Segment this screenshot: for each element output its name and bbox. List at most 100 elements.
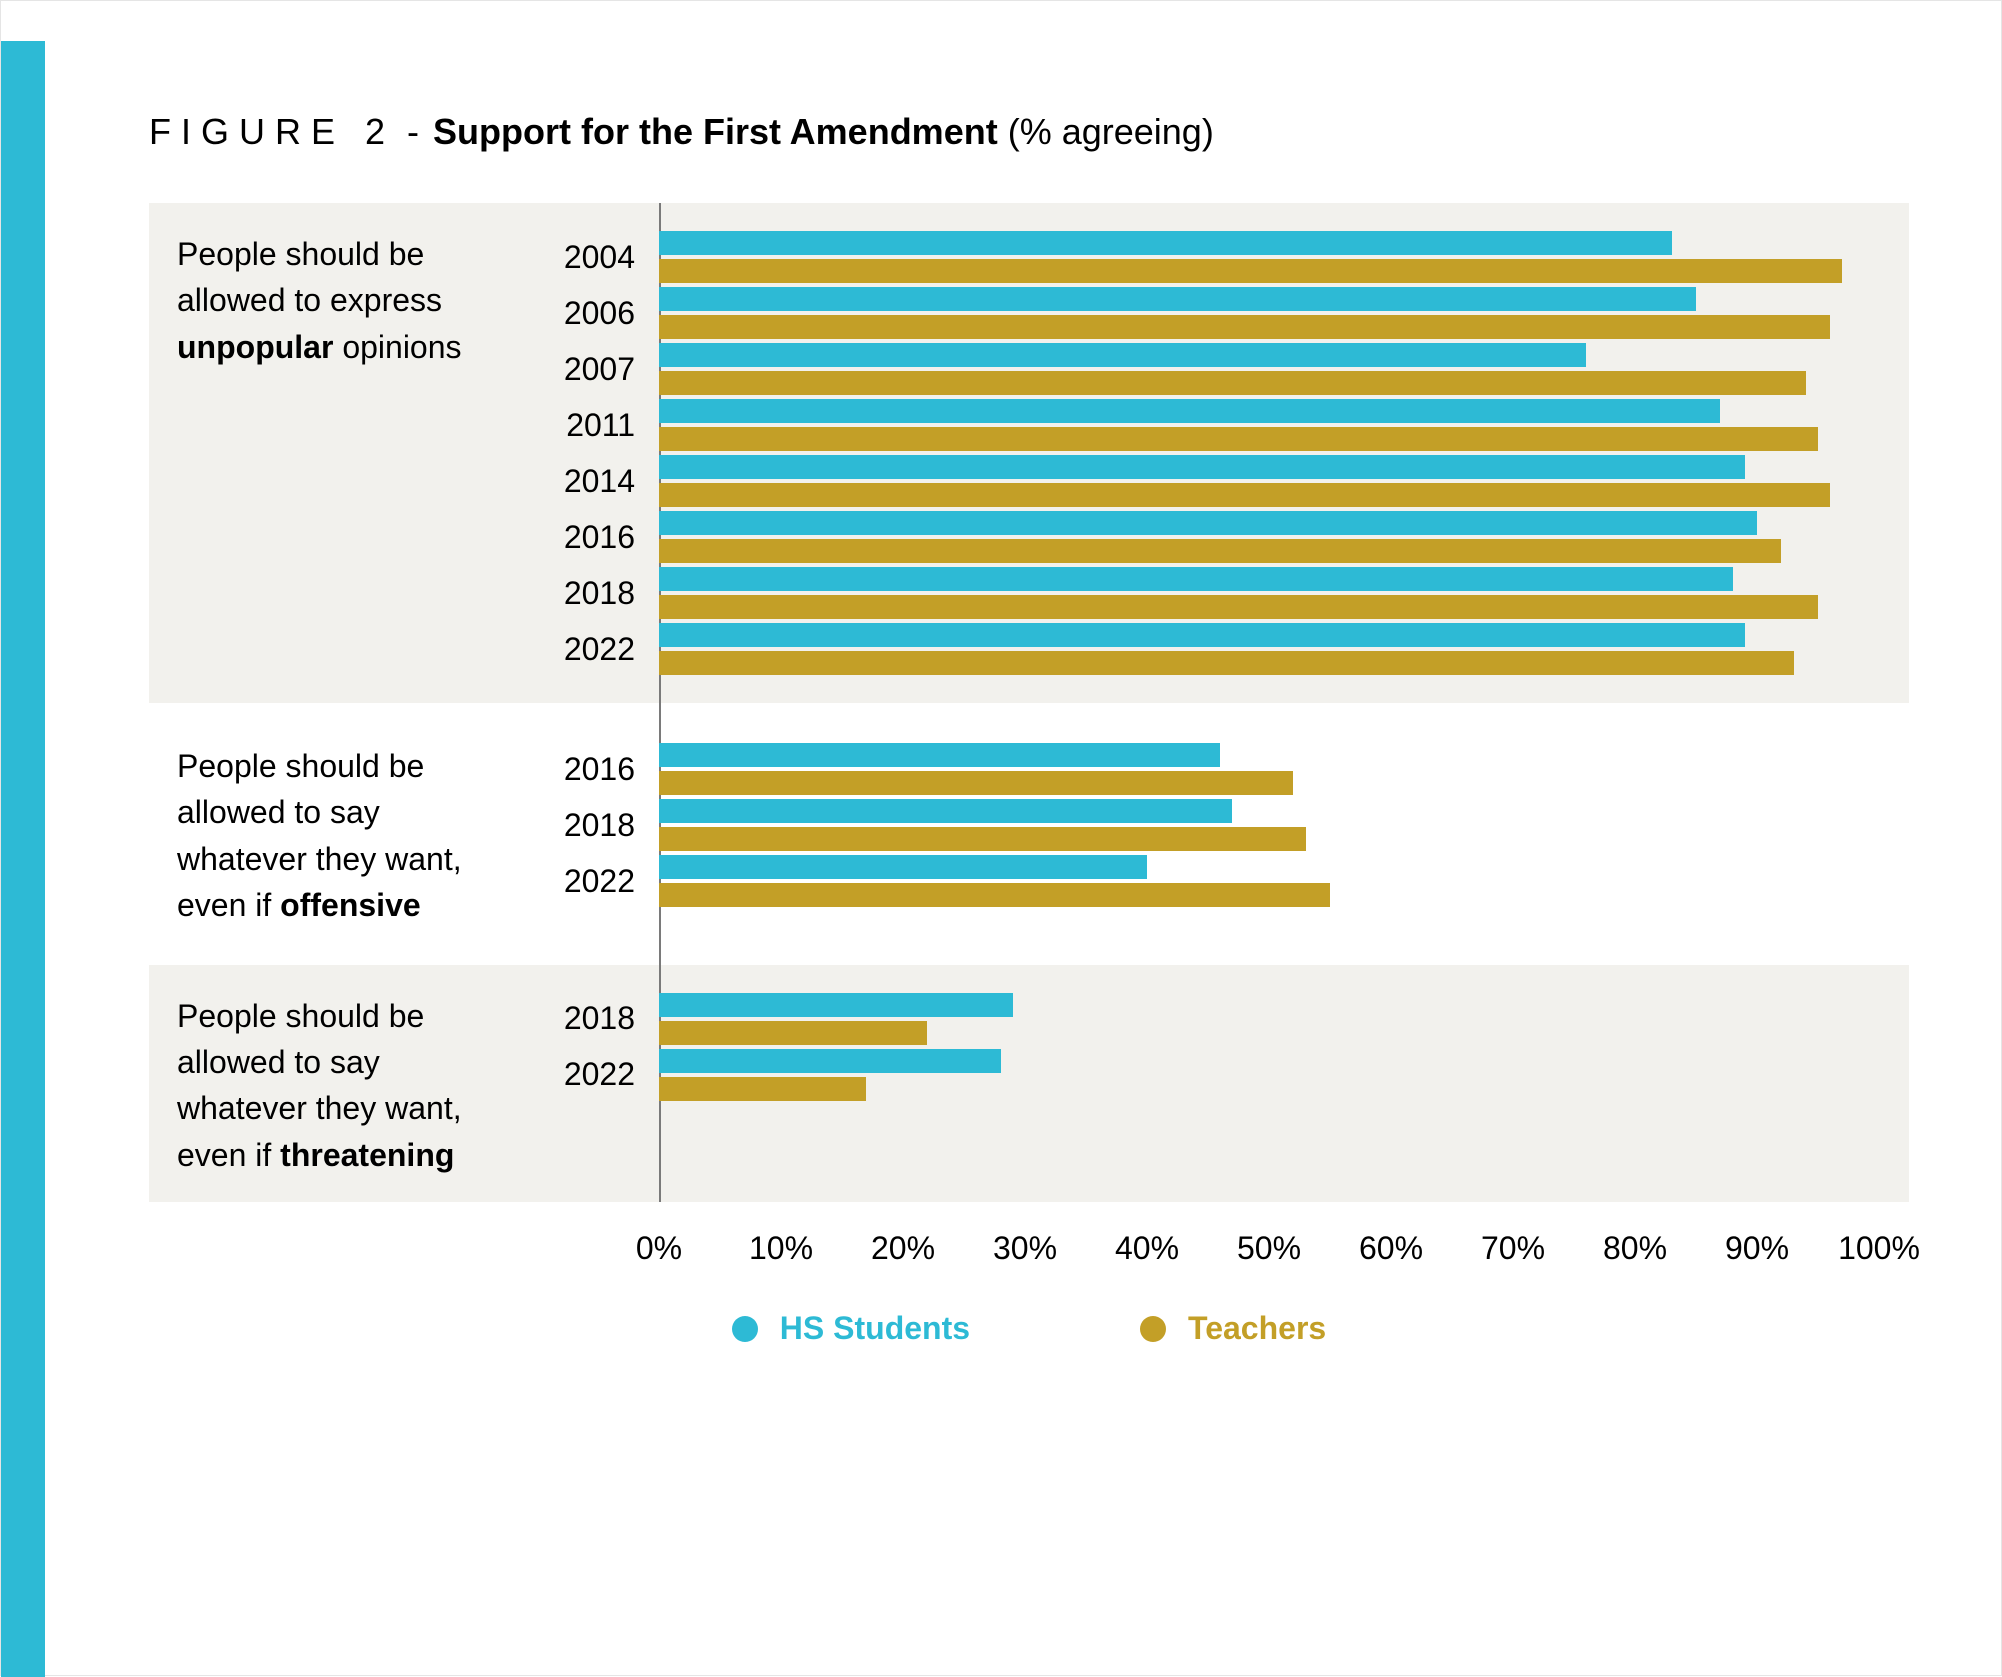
- bar-pair: [659, 855, 1879, 907]
- group-label-bold: offensive: [280, 887, 420, 923]
- year-row: 2014: [529, 455, 1909, 507]
- year-label: 2011: [529, 407, 659, 444]
- x-tick: 0%: [636, 1230, 682, 1267]
- year-label: 2022: [529, 863, 659, 900]
- bar-pair: [659, 231, 1879, 283]
- bar-students: [659, 623, 1745, 647]
- bar-teachers: [659, 427, 1818, 451]
- bar-students: [659, 743, 1220, 767]
- year-row: 2018: [529, 993, 1909, 1045]
- group-label-pre: People should be allowed to express: [177, 236, 442, 318]
- year-row: 2006: [529, 287, 1909, 339]
- bar-students: [659, 287, 1696, 311]
- bars-column: 2016 2018 2022: [529, 743, 1909, 929]
- year-row: 2007: [529, 343, 1909, 395]
- year-label: 2018: [529, 1000, 659, 1037]
- bar-teachers: [659, 371, 1806, 395]
- x-tick: 50%: [1237, 1230, 1301, 1267]
- year-label: 2007: [529, 351, 659, 388]
- bar-teachers: [659, 827, 1306, 851]
- bar-students: [659, 399, 1720, 423]
- legend-swatch: [732, 1316, 758, 1342]
- x-tick: 30%: [993, 1230, 1057, 1267]
- bar-students: [659, 993, 1013, 1017]
- chart-group: People should be allowed to say whatever…: [149, 715, 1909, 953]
- x-tick: 20%: [871, 1230, 935, 1267]
- legend-item-students: HS Students: [732, 1310, 970, 1347]
- x-tick: 90%: [1725, 1230, 1789, 1267]
- bar-pair: [659, 623, 1879, 675]
- year-label: 2022: [529, 631, 659, 668]
- year-row: 2016: [529, 511, 1909, 563]
- groups-container: People should be allowed to express unpo…: [149, 203, 1909, 1202]
- year-label: 2014: [529, 463, 659, 500]
- x-axis-spacer: [149, 1230, 659, 1270]
- year-label: 2022: [529, 1056, 659, 1093]
- bar-students: [659, 567, 1733, 591]
- year-label: 2018: [529, 807, 659, 844]
- year-row: 2004: [529, 231, 1909, 283]
- bar-pair: [659, 455, 1879, 507]
- figure-dash: -: [395, 111, 433, 152]
- bar-students: [659, 511, 1757, 535]
- x-tick: 70%: [1481, 1230, 1545, 1267]
- bar-teachers: [659, 1021, 927, 1045]
- x-tick: 80%: [1603, 1230, 1667, 1267]
- year-row: 2022: [529, 623, 1909, 675]
- bar-pair: [659, 799, 1879, 851]
- bar-teachers: [659, 1077, 866, 1101]
- bar-teachers: [659, 259, 1842, 283]
- x-tick: 60%: [1359, 1230, 1423, 1267]
- year-row: 2011: [529, 399, 1909, 451]
- bar-pair: [659, 567, 1879, 619]
- year-row: 2018: [529, 799, 1909, 851]
- bar-pair: [659, 343, 1879, 395]
- year-label: 2016: [529, 751, 659, 788]
- x-tick: 40%: [1115, 1230, 1179, 1267]
- legend-item-teachers: Teachers: [1140, 1310, 1326, 1347]
- bar-students: [659, 855, 1147, 879]
- figure-title: FIGURE 2 - Support for the First Amendme…: [149, 111, 1941, 153]
- bar-students: [659, 231, 1672, 255]
- year-row: 2018: [529, 567, 1909, 619]
- bar-students: [659, 343, 1586, 367]
- bar-teachers: [659, 595, 1818, 619]
- x-tick: 10%: [749, 1230, 813, 1267]
- figure-label: FIGURE 2: [149, 111, 395, 152]
- group-label: People should be allowed to say whatever…: [149, 743, 529, 929]
- bar-teachers: [659, 315, 1830, 339]
- group-label-post: opinions: [333, 329, 461, 365]
- bar-pair: [659, 399, 1879, 451]
- chart-group: People should be allowed to say whatever…: [149, 965, 1909, 1203]
- bar-pair: [659, 511, 1879, 563]
- bar-teachers: [659, 883, 1330, 907]
- group-label: People should be allowed to say whatever…: [149, 993, 529, 1179]
- bar-pair: [659, 993, 1879, 1045]
- left-accent-bar: [1, 41, 45, 1677]
- year-label: 2006: [529, 295, 659, 332]
- bar-pair: [659, 287, 1879, 339]
- legend-swatch: [1140, 1316, 1166, 1342]
- group-label: People should be allowed to express unpo…: [149, 231, 529, 679]
- bar-pair: [659, 1049, 1879, 1101]
- bar-students: [659, 1049, 1001, 1073]
- figure-title-sub: (% agreeing): [998, 111, 1214, 152]
- bar-students: [659, 799, 1232, 823]
- year-label: 2004: [529, 239, 659, 276]
- content-area: FIGURE 2 - Support for the First Amendme…: [89, 41, 2001, 1675]
- bar-teachers: [659, 771, 1293, 795]
- bar-teachers: [659, 539, 1781, 563]
- bar-teachers: [659, 651, 1794, 675]
- bars-column: 2004 2006 2007 2011 2014 2016 2018 2022: [529, 231, 1909, 679]
- chart-group: People should be allowed to express unpo…: [149, 203, 1909, 703]
- bar-teachers: [659, 483, 1830, 507]
- legend: HS Students Teachers: [149, 1310, 1909, 1347]
- group-label-bold: threatening: [280, 1137, 454, 1173]
- x-axis-ticks: 0%10%20%30%40%50%60%70%80%90%100%: [659, 1230, 1879, 1270]
- group-label-bold: unpopular: [177, 329, 333, 365]
- x-axis: 0%10%20%30%40%50%60%70%80%90%100%: [149, 1230, 1909, 1270]
- year-label: 2016: [529, 519, 659, 556]
- legend-label: Teachers: [1188, 1310, 1326, 1347]
- chart-area: People should be allowed to express unpo…: [149, 203, 1909, 1347]
- bar-pair: [659, 743, 1879, 795]
